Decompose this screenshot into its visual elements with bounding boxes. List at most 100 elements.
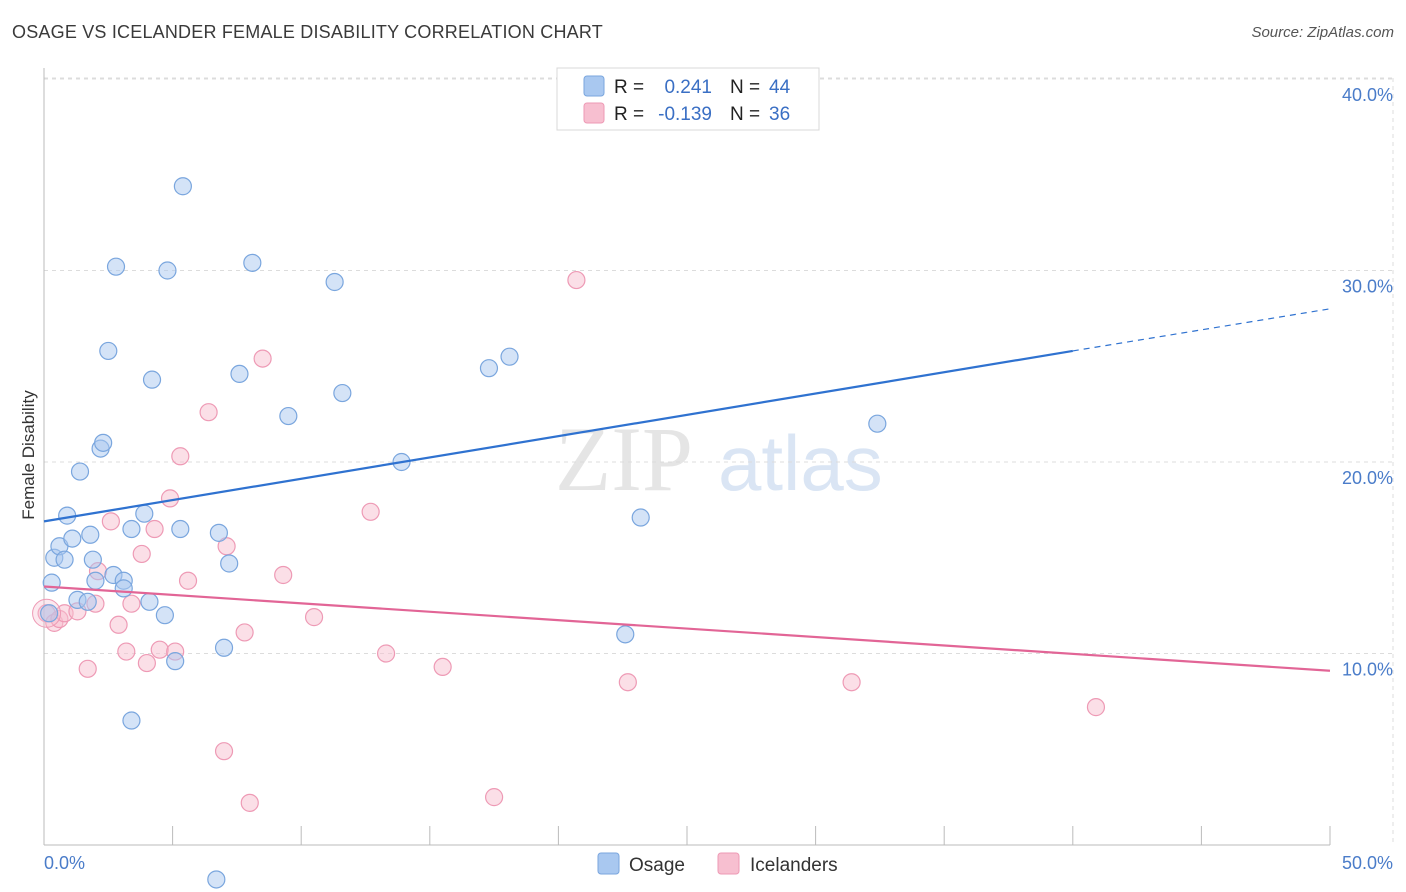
osage-point-26 [166,652,185,671]
osage-trend-line [43,349,1073,523]
x-tick-label-min: 0.0% [44,853,85,873]
icelanders-point-30 [567,270,586,290]
icelanders-legend-swatch [717,852,740,875]
osage-point-32 [230,364,249,384]
icelanders-points [32,270,1106,812]
icelanders-point-31 [618,673,637,692]
osage-point-30 [214,638,234,657]
icelanders-point-29 [485,788,504,807]
icelanders-point-20 [199,403,218,422]
axes [43,68,1331,846]
y-tick-label-20: 20.0% [1342,468,1393,488]
osage-point-9 [78,592,97,611]
icelanders-point-19 [178,571,198,590]
x-tick-label-max: 50.0% [1342,853,1393,873]
osage-trend-extension [1072,308,1331,352]
osage-point-11 [83,550,102,569]
gridlines [44,77,1394,845]
icelanders-point-10 [117,642,136,661]
osage-point-12 [86,571,105,590]
osage-points [40,177,887,889]
y-tick-label-10: 10.0% [1342,660,1393,680]
osage-point-29 [209,523,228,542]
icelanders-r-value: -0.139 [658,104,712,125]
icelanders-point-34 [214,742,234,761]
osage-r-label: R = [614,77,644,98]
osage-r-value: 0.241 [664,77,712,98]
osage-n-label: N = [730,77,760,98]
icelanders-point-8 [101,512,120,531]
icelanders-point-14 [145,519,164,539]
watermark-zip: ZIP [555,408,693,510]
chart-title: OSAGE VS ICELANDER FEMALE DISABILITY COR… [12,22,603,42]
osage-point-15 [99,341,118,361]
icelanders-point-16 [160,489,180,508]
icelanders-point-35 [240,793,259,812]
icelanders-point-33 [1086,698,1106,717]
icelanders-point-13 [137,653,156,673]
osage-point-41 [122,711,141,730]
osage-legend-label: Osage [629,855,685,876]
icelanders-point-27 [376,644,396,663]
osage-point-35 [325,272,344,292]
icelanders-swatch [583,102,605,124]
osage-point-24 [155,606,174,625]
icelanders-n-label: N = [730,104,760,125]
y-axis-label: Female Disability [19,390,38,520]
osage-point-20 [122,519,141,539]
osage-point-0 [40,604,59,623]
osage-point-22 [140,592,159,611]
icelanders-point-21 [217,537,236,556]
icelanders-point-9 [109,615,128,634]
osage-point-28 [173,177,192,196]
y-tick-label-30: 30.0% [1342,277,1393,297]
osage-point-40 [207,870,226,889]
osage-swatch [583,75,605,97]
osage-point-17 [106,257,126,276]
osage-point-8 [70,462,90,481]
icelanders-r-label: R = [614,104,644,125]
icelanders-point-12 [132,544,151,564]
osage-point-21 [135,504,154,523]
osage-point-39 [500,347,519,366]
icelanders-point-23 [253,349,272,368]
osage-point-19 [114,579,133,598]
icelanders-point-26 [361,502,380,521]
series-legend: Osage Icelanders [597,852,838,876]
icelanders-point-15 [150,640,169,659]
osage-point-6 [63,529,82,548]
osage-point-42 [616,625,635,644]
icelanders-point-11 [122,594,141,613]
icelanders-point-5 [78,659,97,678]
stats-legend: R = 0.241 N = 44 R = -0.139 N = 36 [556,67,820,131]
icelanders-point-18 [171,447,190,466]
trend-lines [43,308,1331,672]
osage-point-38 [479,359,499,378]
y-tick-labels: 10.0% 20.0% 30.0% 40.0% [1342,85,1393,680]
osage-point-31 [220,554,239,573]
osage-point-33 [243,253,262,272]
icelanders-point-22 [235,623,254,642]
osage-n-value: 44 [769,77,791,98]
icelanders-trend-line [43,585,1331,672]
osage-point-36 [333,383,352,403]
osage-point-10 [81,525,100,544]
y-tick-label-40: 40.0% [1342,85,1393,105]
watermark: ZIP atlas [555,408,883,510]
icelanders-point-24 [274,565,293,585]
icelanders-legend-label: Icelanders [750,855,838,876]
osage-point-23 [142,370,162,389]
icelanders-n-value: 36 [769,104,790,125]
osage-point-14 [94,433,113,452]
osage-legend-swatch [597,852,620,875]
icelanders-point-25 [304,608,324,627]
icelanders-point-28 [433,657,452,677]
osage-point-43 [631,508,650,527]
osage-point-44 [868,414,887,433]
source-credit: Source: ZipAtlas.com [1251,24,1394,41]
osage-point-25 [158,261,177,280]
osage-point-27 [171,519,190,539]
watermark-atlas: atlas [718,419,883,507]
osage-point-4 [55,550,74,569]
